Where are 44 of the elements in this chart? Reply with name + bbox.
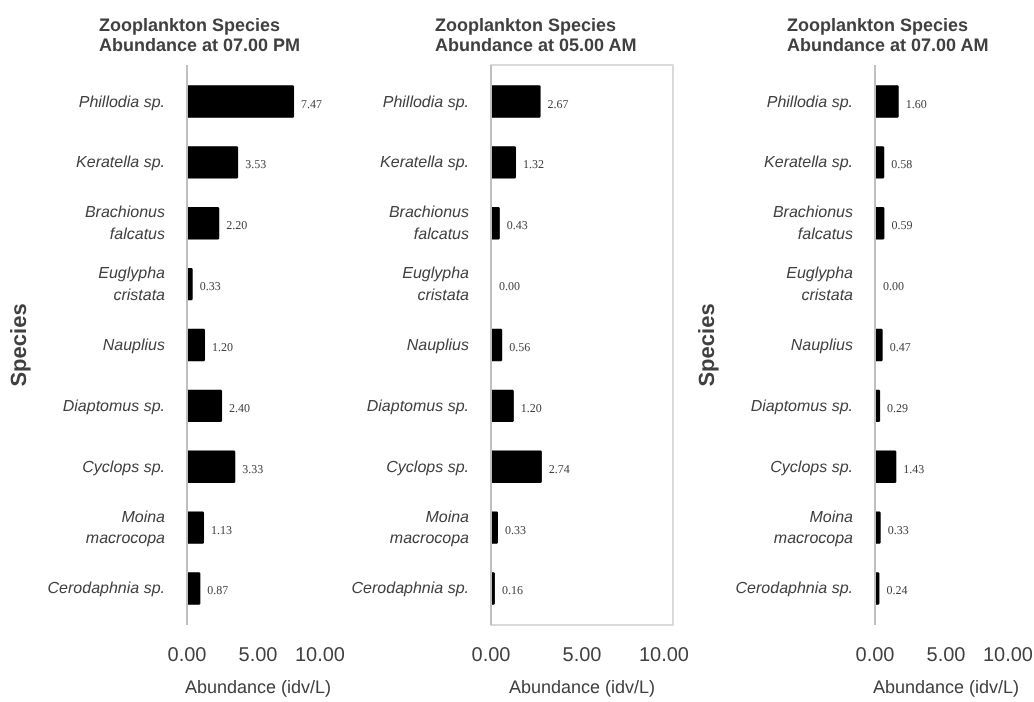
y-tick-label: Diaptomus sp. (366, 396, 470, 415)
y-tick-label: Diaptomus sp. (750, 396, 854, 415)
x-tick-label: 5.00 (926, 645, 967, 667)
x-tick-label: 0.00 (167, 645, 208, 667)
chart-title: Zooplankton Species Abundance at 07.00 AM (787, 15, 989, 55)
y-tick-label: Brachionus falcatus (388, 203, 470, 244)
y-tick-label: Euglypha cristata (402, 264, 471, 304)
x-axis-title: Abundance (idv/L) (872, 677, 1020, 697)
y-tick-label: Brachionus falcatus (772, 203, 854, 244)
y-tick-label: Phillodia sp. (78, 92, 166, 111)
y-tick-label: Phillodia sp. (382, 92, 470, 111)
y-tick-label: Moina macrocopa (389, 507, 471, 548)
y-tick-label: Moina macrocopa (85, 507, 167, 548)
x-axis-title: Abundance (idv/L) (184, 677, 332, 697)
y-tick-label: Nauplius (406, 336, 470, 354)
x-tick-label: 5.00 (238, 645, 279, 667)
x-tick-label: 10.00 (638, 645, 690, 667)
y-axis-title: Species (7, 303, 32, 387)
y-tick-label: Keratella sp. (76, 153, 165, 172)
chart-title: Zooplankton Species Abundance at 05.00 AM (435, 15, 637, 55)
y-tick-label: Cyclops sp. (770, 457, 854, 476)
y-tick-label: Nauplius (790, 336, 854, 354)
x-tick-label: 0.00 (471, 645, 512, 667)
y-tick-label: Phillodia sp. (766, 92, 854, 111)
x-tick-label: 0.00 (855, 645, 896, 667)
y-tick-label: Euglypha cristata (98, 264, 167, 304)
x-tick-label: 10.00 (294, 645, 346, 667)
x-axis-title: Abundance (idv/L) (508, 677, 656, 697)
x-tick-label: 10.00 (982, 645, 1034, 667)
y-tick-label: Nauplius (102, 336, 166, 354)
chart-title: Zooplankton Species Abundance at 07.00 PM (99, 15, 301, 55)
y-tick-label: Cerodaphnia sp. (351, 579, 470, 598)
y-tick-label: Keratella sp. (764, 153, 853, 172)
x-tick-label: 5.00 (562, 645, 603, 667)
y-tick-label: Cyclops sp. (82, 457, 166, 476)
y-tick-label: Cerodaphnia sp. (735, 579, 854, 598)
y-tick-label: Cyclops sp. (386, 457, 470, 476)
y-tick-label: Diaptomus sp. (62, 396, 166, 415)
y-tick-label: Moina macrocopa (773, 507, 855, 548)
y-tick-label: Brachionus falcatus (84, 203, 166, 244)
y-axis-title: Species (695, 303, 720, 387)
y-tick-label: Cerodaphnia sp. (47, 579, 166, 598)
y-tick-label: Euglypha cristata (786, 264, 855, 304)
y-tick-label: Keratella sp. (380, 153, 469, 172)
